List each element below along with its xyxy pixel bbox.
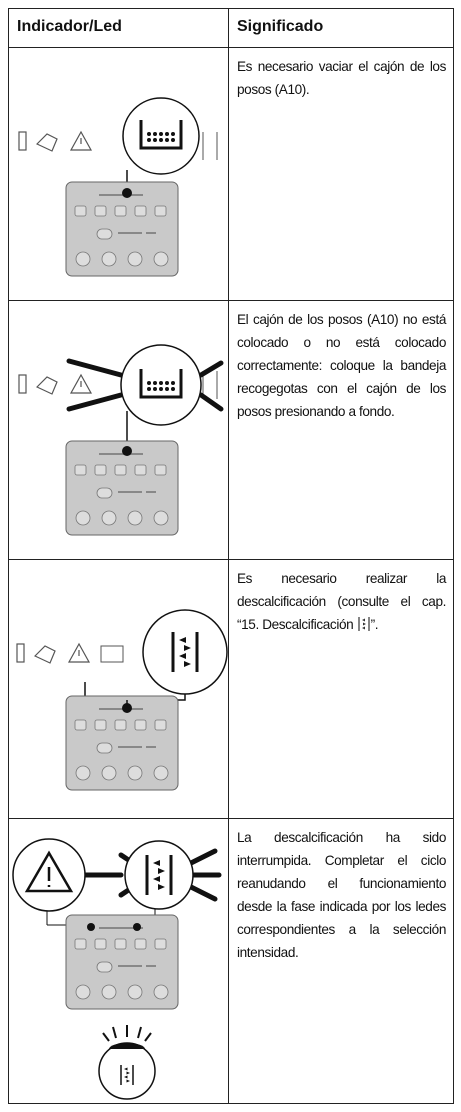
meaning-text-end: ”.: [370, 617, 379, 632]
header-cell: Significado: [228, 8, 454, 48]
illustration: [16, 609, 228, 791]
indicator-cell: [8, 300, 229, 560]
meaning-cell: La descalcificación ha sido interrumpida…: [228, 818, 454, 1104]
meaning-text: Es necesario realizar la descalcificació…: [237, 571, 446, 632]
row: El cajón de los posos (A10) no está colo…: [8, 300, 454, 560]
header-row: Indicador/Led Significado: [8, 8, 454, 48]
indicator-cell: [8, 818, 229, 1104]
meaning-cell: Es necesario realizar la descalcificació…: [228, 559, 454, 819]
table: Indicador/Led Significado Es necesario v…: [8, 8, 454, 1104]
row: Es necesario vaciar el cajón de los poso…: [8, 47, 454, 301]
indicator-cell: [8, 47, 229, 301]
illustration: [12, 838, 222, 1100]
descale-icon: [358, 617, 370, 631]
illustration: [18, 97, 218, 277]
row: Es necesario realizar la descalcificació…: [8, 559, 454, 819]
meaning-cell: El cajón de los posos (A10) no está colo…: [228, 300, 454, 560]
meaning-cell: Es necesario vaciar el cajón de los poso…: [228, 47, 454, 301]
illustration: [18, 344, 224, 536]
header-cell: Indicador/Led: [8, 8, 229, 48]
row: La descalcificación ha sido interrumpida…: [8, 818, 454, 1104]
indicator-cell: [8, 559, 229, 819]
